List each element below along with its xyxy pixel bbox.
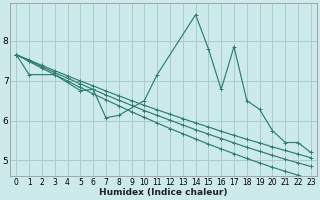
X-axis label: Humidex (Indice chaleur): Humidex (Indice chaleur) (99, 188, 228, 197)
